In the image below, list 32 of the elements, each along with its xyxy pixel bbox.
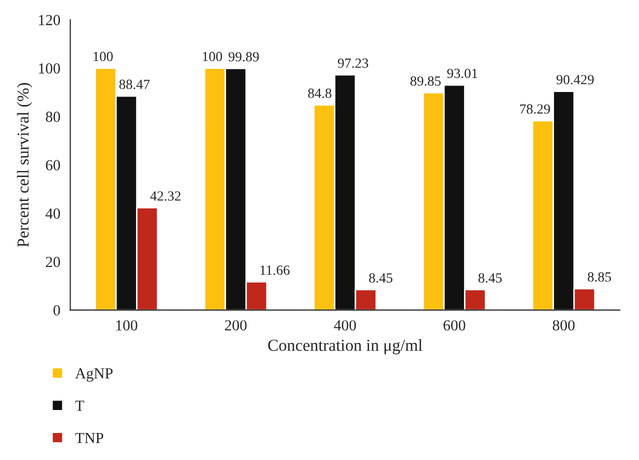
y-tick-label: 120 xyxy=(38,14,60,26)
y-tick-label: 20 xyxy=(46,256,60,268)
data-label: 84.8 xyxy=(308,88,332,98)
x-tick-label: 600 xyxy=(444,320,466,331)
data-label: 100 xyxy=(202,52,222,62)
data-label: 8.45 xyxy=(369,273,392,283)
legend-label: AgNP xyxy=(75,368,113,382)
data-label: 88.47 xyxy=(119,80,150,90)
y-axis-title: Percent cell survival (%) xyxy=(16,83,32,248)
data-label: 42.32 xyxy=(150,191,180,201)
data-label: 99.89 xyxy=(228,52,259,62)
data-label: 100 xyxy=(94,52,113,62)
x-tick-label: 200 xyxy=(224,320,247,331)
x-tick-label: 400 xyxy=(334,320,356,331)
data-label: 78.29 xyxy=(520,104,550,114)
y-tick-label: 100 xyxy=(38,63,60,74)
data-label: 90.429 xyxy=(556,74,594,84)
x-tick-label: 100 xyxy=(116,320,138,331)
x-tick-label: 800 xyxy=(552,320,575,331)
data-label: 89.85 xyxy=(410,76,441,86)
x-axis-title: Concentration in μg/ml xyxy=(268,339,422,354)
y-tick-label: 40 xyxy=(46,208,60,219)
y-tick-label: 0 xyxy=(54,305,60,316)
data-label: 97.23 xyxy=(338,58,368,68)
data-label: 8.45 xyxy=(478,273,502,283)
data-label: 8.85 xyxy=(588,272,612,282)
legend-label: T xyxy=(75,400,84,411)
data-label: 93.01 xyxy=(447,68,478,78)
y-tick-label: 60 xyxy=(46,160,60,170)
data-label: 11.66 xyxy=(260,266,290,275)
y-tick-label: 80 xyxy=(46,112,60,122)
legend-label: TNP xyxy=(75,432,104,443)
